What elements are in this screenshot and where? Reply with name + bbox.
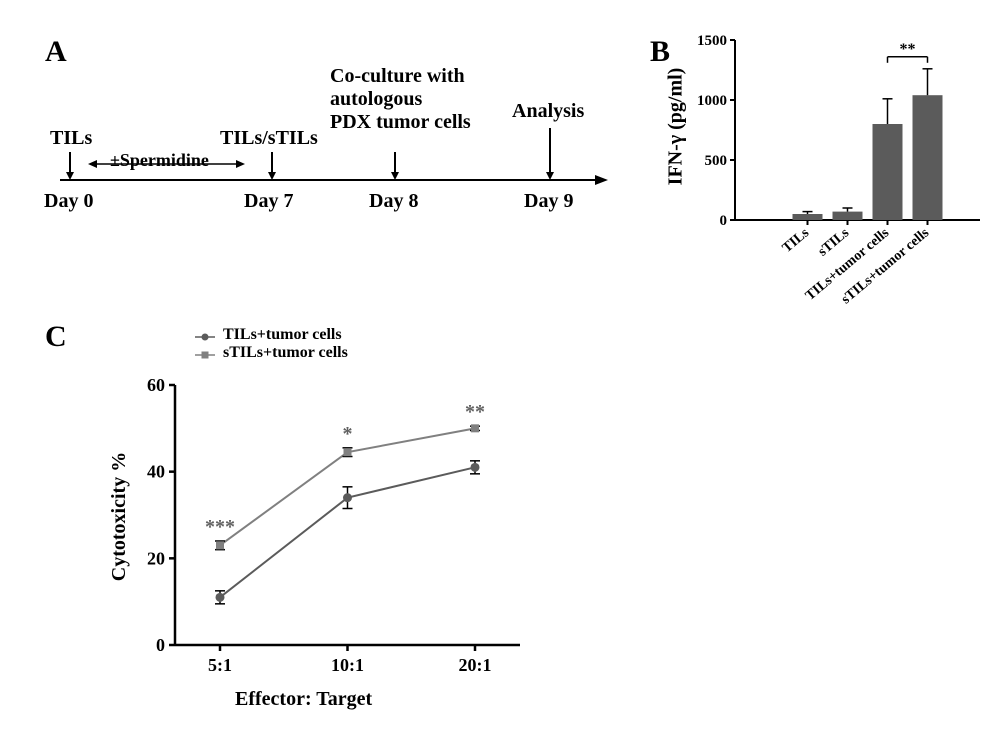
svg-text:1000: 1000 xyxy=(697,93,727,109)
svg-text:0: 0 xyxy=(720,213,728,229)
legend-1-text: TILs+tumor cells xyxy=(223,326,342,343)
legend: TILs+tumor cells sTILs+tumor cells xyxy=(195,328,344,364)
event-1-top: TILs/sTILs xyxy=(220,127,318,150)
event-3-bottom: Day 9 xyxy=(524,190,573,213)
panel-b-ylabel: IFN-γ (pg/ml) xyxy=(664,68,687,186)
svg-text:***: *** xyxy=(205,516,235,538)
event-1-bottom: Day 7 xyxy=(244,190,293,213)
svg-text:**: ** xyxy=(465,401,485,423)
legend-marker-1 xyxy=(195,330,215,344)
panel-c-ylabel: Cytotoxicity % xyxy=(108,452,131,581)
svg-text:40: 40 xyxy=(147,462,165,482)
svg-text:1500: 1500 xyxy=(697,33,727,49)
svg-text:20:1: 20:1 xyxy=(459,655,492,675)
legend-2-text: sTILs+tumor cells xyxy=(223,344,348,361)
panel-b-label: B xyxy=(650,35,670,69)
legend-marker-2 xyxy=(195,348,215,362)
bar-chart: 050010001500TILssTILsTILs+tumor cellssTI… xyxy=(690,30,990,330)
panel-c-label: C xyxy=(45,320,67,354)
svg-text:*: * xyxy=(343,423,353,445)
svg-text:500: 500 xyxy=(705,153,728,169)
event-0-bottom: Day 0 xyxy=(44,190,93,213)
panel-b: B 050010001500TILssTILsTILs+tumor cellss… xyxy=(640,0,1000,330)
svg-text:0: 0 xyxy=(156,635,165,655)
event-2-top: Co-culture with autologous PDX tumor cel… xyxy=(330,65,471,134)
svg-text:20: 20 xyxy=(147,548,165,568)
svg-text:TILs: TILs xyxy=(780,225,813,256)
svg-text:**: ** xyxy=(900,41,916,58)
line-chart: 02040605:110:120:1****** xyxy=(120,350,550,700)
panel-c: C 02040605:110:120:1****** Cytotoxicity … xyxy=(0,310,620,730)
event-0-top: TILs xyxy=(50,127,92,150)
event-2-bottom: Day 8 xyxy=(369,190,418,213)
svg-text:5:1: 5:1 xyxy=(208,655,232,675)
svg-text:60: 60 xyxy=(147,375,165,395)
panel-c-xlabel: Effector: Target xyxy=(235,688,372,711)
event-3-top: Analysis xyxy=(512,100,584,123)
svg-text:10:1: 10:1 xyxy=(331,655,364,675)
spermidine-label: ±Spermidine xyxy=(110,150,209,171)
panel-a: A TILs TILs/sTILs Co-culture with autolo… xyxy=(0,0,620,260)
